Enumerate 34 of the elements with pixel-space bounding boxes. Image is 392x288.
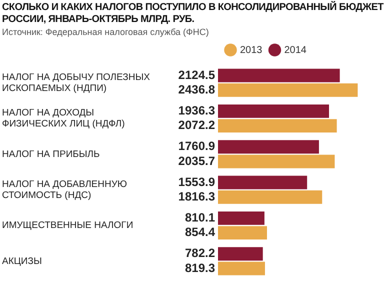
bar bbox=[218, 190, 322, 204]
bar bbox=[218, 83, 358, 97]
y-tick-label: НАЛОГ НА ДОХОДЫ ФИЗИЧЕСКИХ ЛИЦ (НДФЛ) bbox=[2, 108, 125, 130]
bar bbox=[218, 226, 267, 240]
y-tick-label: ИМУЩЕСТВЕННЫЕ НАЛОГИ bbox=[2, 220, 134, 232]
bar bbox=[218, 140, 319, 154]
data-label: 2436.8 bbox=[178, 82, 216, 96]
bar bbox=[218, 247, 263, 261]
data-label: 1936.3 bbox=[178, 104, 216, 118]
data-label: 2072.2 bbox=[178, 118, 216, 132]
data-label: 1553.9 bbox=[178, 174, 216, 189]
data-label: 1816.3 bbox=[178, 189, 216, 204]
bar bbox=[218, 119, 337, 133]
bar bbox=[218, 176, 308, 190]
bar bbox=[218, 68, 340, 82]
data-label: 1760.9 bbox=[178, 139, 216, 154]
data-label: 810.1 bbox=[184, 210, 216, 224]
bar bbox=[218, 211, 264, 225]
y-tick-label: НАЛОГ НА ПРИБЫЛЬ bbox=[2, 148, 100, 160]
legend-label: 2014 bbox=[284, 44, 307, 56]
legend-label: 2013 bbox=[240, 44, 263, 56]
y-tick-label: АКЦИЗЫ bbox=[2, 256, 42, 267]
data-label: 854.4 bbox=[184, 225, 216, 240]
chart-title: СКОЛЬКО И КАКИХ НАЛОГОВ ПОСТУПИЛО В КОНСОЛИДИРОВАННЫЙ БЮДЖЕТ РОССИИ, ЯНВАРЬ-ОКТЯБРЬ МЛРД. РУБ. bbox=[2, 2, 385, 26]
data-label: 782.2 bbox=[184, 246, 216, 260]
bar bbox=[218, 262, 265, 276]
data-label: 2124.5 bbox=[178, 68, 216, 82]
bar bbox=[218, 154, 335, 168]
bar bbox=[218, 104, 330, 118]
data-label: 2035.7 bbox=[178, 154, 216, 168]
y-tick-label: НАЛОГ НА ДОБАВЛЕННУЮ СТОИМОСТЬ (НДС) bbox=[2, 178, 128, 201]
text: Источник: Федеральная налоговая служба (ФНС) bbox=[2, 27, 210, 37]
y-tick-label: НАЛОГ НА ДОБЫЧУ ПОЛЕЗНЫХ ИСКОПАЕМЫХ (НДПИ) bbox=[2, 72, 151, 94]
data-label: 819.3 bbox=[184, 260, 216, 275]
